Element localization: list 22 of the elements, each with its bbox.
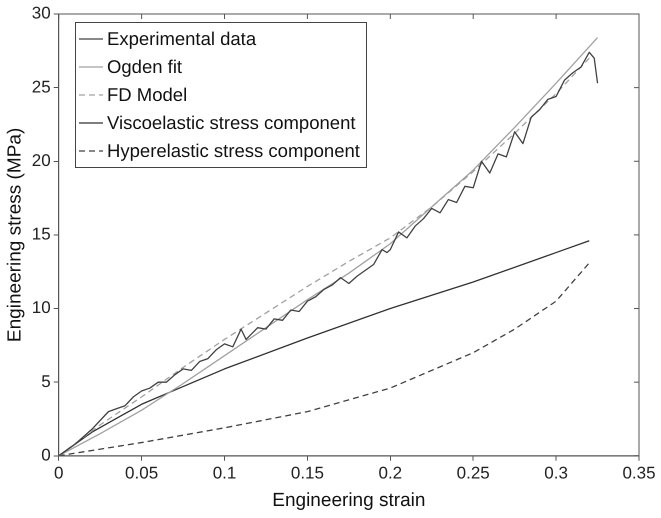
y-tick-label: 15 xyxy=(32,224,51,244)
legend-label: Ogden fit xyxy=(107,56,182,78)
x-tick-label: 0.35 xyxy=(622,464,656,483)
y-axis-title: Engineering stress (MPa) xyxy=(4,128,26,342)
y-tick-label: 10 xyxy=(32,298,51,318)
legend-label: Hyperelastic stress component xyxy=(107,140,360,162)
legend-label: Experimental data xyxy=(107,28,256,50)
x-tick-label: 0.1 xyxy=(212,464,236,483)
x-tick-label: 0.2 xyxy=(378,464,402,483)
x-tick-label: 0.15 xyxy=(290,464,324,483)
y-tick-label: 0 xyxy=(41,445,51,464)
legend-label: FD Model xyxy=(107,84,188,106)
x-tick-label: 0 xyxy=(54,464,64,483)
y-tick-label: 25 xyxy=(32,77,51,96)
x-tick-label: 0.05 xyxy=(125,464,158,483)
x-axis-title: Engineering strain xyxy=(272,490,426,511)
x-tick-label: 0.25 xyxy=(456,464,490,483)
x-tick-label: 0.3 xyxy=(544,464,568,483)
legend-label: Viscoelastic stress component xyxy=(107,112,356,134)
y-tick-label: 20 xyxy=(32,150,51,170)
y-tick-label: 30 xyxy=(32,4,51,23)
y-tick-label: 5 xyxy=(41,372,51,391)
